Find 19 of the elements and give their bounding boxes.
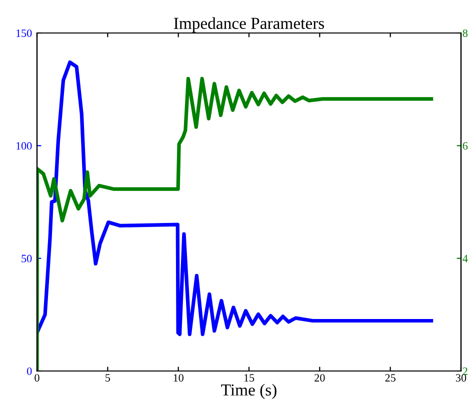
x-tick-label: 25 — [385, 374, 396, 382]
line-series — [37, 76, 434, 371]
x-axis-title: Time (s) — [221, 384, 276, 399]
y2-tick-label: 6 — [462, 142, 468, 150]
x-tick-label: 0 — [34, 374, 40, 382]
x-tick-label: 30 — [456, 374, 466, 382]
chart-title: Impedance Parameters — [174, 17, 324, 32]
x-tick-label: 20 — [314, 374, 325, 382]
x-tick-label: 5 — [106, 374, 110, 382]
y-tick-label: 50 — [22, 254, 32, 262]
line-series — [37, 60, 434, 336]
x-tick-label: 10 — [174, 374, 184, 382]
x-tick-label: 15 — [244, 374, 254, 382]
y2-tick-label: 8 — [462, 29, 468, 37]
y2-tick-label: 2 — [462, 367, 468, 375]
y-tick-label: 0 — [27, 367, 32, 375]
y-tick-label: 100 — [16, 142, 32, 150]
y-tick-label: 150 — [16, 29, 32, 37]
y2-tick-label: 4 — [462, 254, 468, 262]
